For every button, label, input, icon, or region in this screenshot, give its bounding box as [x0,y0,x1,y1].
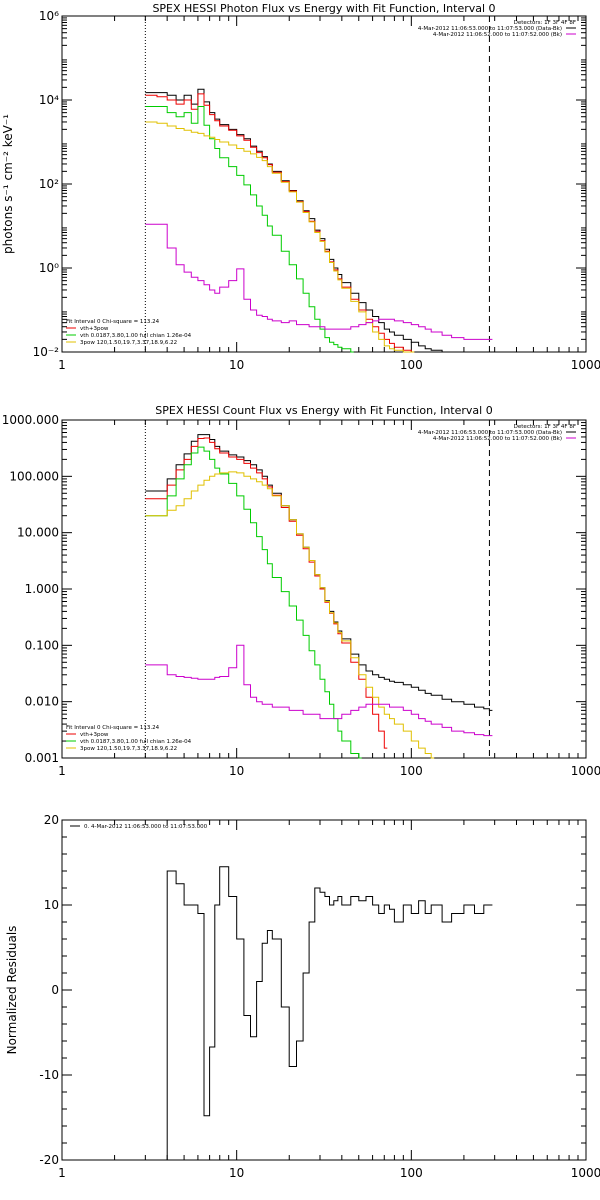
x-tick-label: 100 [400,358,423,372]
y-axis-label: Normalized Residuals [5,926,19,1055]
y-tick-label: 0.100 [25,638,59,652]
y-tick-label: 0.010 [25,695,59,709]
y-tick-label: 10.000 [17,526,59,540]
x-tick-label: 1000 [571,358,600,372]
x-tick-label: 1000 [571,1166,600,1180]
series-line-2 [145,93,415,353]
plot-frame [61,15,587,353]
y-axis-label: photons s⁻¹ cm⁻² keV⁻¹ [1,114,15,254]
x-tick-label: 1 [58,358,66,372]
series-line-5 [145,644,493,737]
y-tick-label: 10² [39,177,59,191]
fit-legend-entry: vth+3pow [80,732,109,738]
legend-header: Detectors: 1F 3F 4F 8F [514,424,576,430]
x-tick-label: 1 [58,1166,66,1180]
x-tick-label: 1 [58,764,66,778]
legend-entry: 0. 4-Mar-2012 11:06:53.000 to 11:07:53.0… [84,824,208,830]
x-tick-label: 10 [229,358,244,372]
chart-panel-3: Normalized Residuals 1 10 100 1000 -20 -10 0 10 2… [5,813,600,1180]
y-tick-label: -10 [39,1068,59,1082]
y-tick-label: -20 [39,1153,59,1167]
chart-panel-2: SPEX HESSI Count Flux vs Energy with Fit… [2,404,600,778]
fit-legend-entry: vth 0.0187,3.80,1.00 full chian 1.26e-04 [80,739,192,745]
legend-entry: 4-Mar-2012 11:06:53.000 to 11:07:53.000 … [418,26,562,32]
fit-legend-header: Fit Interval 0 Chi-square = 113.24 [66,319,160,325]
series-line-1 [145,88,493,353]
legend-header: Detectors: 1F 3F 4F 8F [514,20,576,26]
x-tick-label: 1000 [571,764,600,778]
fit-legend-entry: 3pow 120,1.50,19.7,3.37,18.9,6.22 [80,746,177,752]
y-tick-label: 10⁰ [39,261,59,275]
plot-frame [61,819,587,1161]
y-tick-label: 1.000 [25,582,59,596]
series-line-3 [145,106,354,353]
y-tick-label: 10 [44,898,59,912]
y-tick-label: 10⁴ [39,93,59,107]
y-tick-label: 20 [44,813,59,827]
series-line-4 [145,471,435,759]
y-tick-label: 100.000 [9,469,59,483]
y-tick-label: 10⁶ [39,9,59,23]
x-tick-label: 10 [229,764,244,778]
y-tick-label: 1000.000 [2,413,59,427]
series-line-1 [145,434,493,711]
series-line-1 [145,866,493,1161]
chart-title: SPEX HESSI Count Flux vs Energy with Fit… [155,404,492,417]
series-line-3 [145,446,362,759]
fit-legend-entry: vth 0.0187,3.80,1.00 full chian 1.26e-04 [80,333,192,339]
x-tick-label: 100 [400,764,423,778]
series-line-5 [145,223,493,340]
y-tick-label: 0 [51,983,59,997]
fit-legend-entry: vth+3pow [80,326,109,332]
chart-panel-1: SPEX HESSI Photon Flux vs Energy with Fi… [1,2,600,372]
legend-entry: 4-Mar-2012 11:06:53.000 to 11:07:53.000 … [418,430,562,436]
x-tick-label: 10 [229,1166,244,1180]
y-tick-label: 0.001 [25,751,59,765]
y-tick-label: 10⁻² [33,345,60,359]
chart-title: SPEX HESSI Photon Flux vs Energy with Fi… [152,2,495,15]
legend-entry: 4-Mar-2012 11:06:52.000 to 11:07:52.000 … [433,436,562,442]
x-tick-label: 100 [400,1166,423,1180]
legend-entry: 4-Mar-2012 11:06:52.000 to 11:07:52.000 … [433,32,562,38]
series-line-2 [145,437,388,749]
series-line-4 [145,121,415,353]
fit-legend-entry: 3pow 120,1.50,19.7,3.37,18.9,6.22 [80,340,177,346]
fit-legend-header: Fit Interval 0 Chi-square = 113.24 [66,725,160,731]
